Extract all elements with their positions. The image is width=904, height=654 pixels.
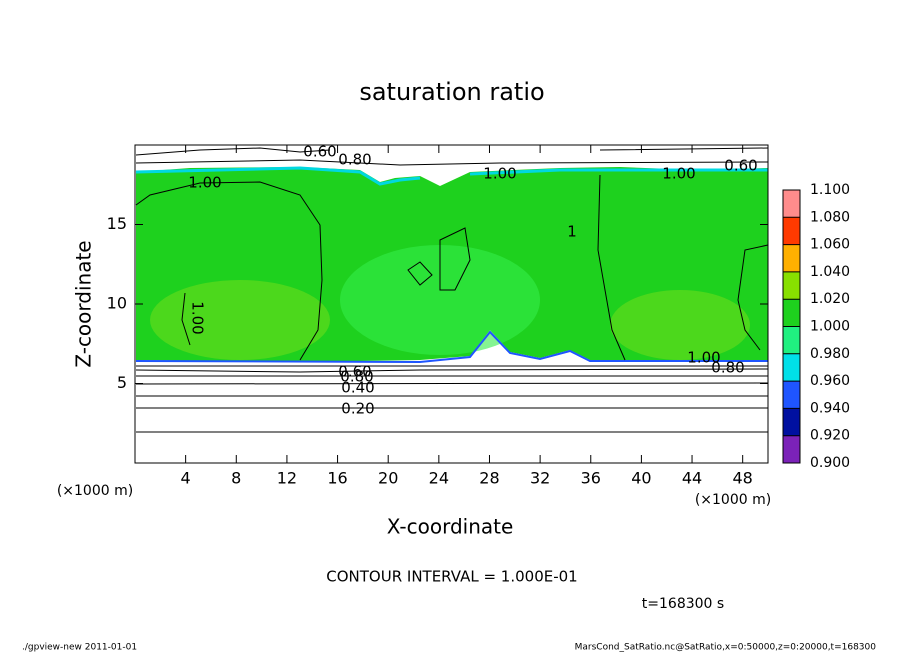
contour-line (135, 174, 769, 361)
y-tick-label: 10 (107, 294, 127, 313)
y-unit: (×1000 m) (57, 483, 133, 499)
colorbar-band (783, 217, 800, 245)
contour-label: 0.80 (340, 368, 373, 386)
colorbar-band (783, 299, 800, 327)
time-label: t=168300 s (642, 596, 724, 612)
contour-label: 0.40 (341, 379, 374, 397)
contour-label: 1.00 (662, 165, 695, 183)
field-region (150, 280, 330, 360)
x-unit: (×1000 m) (695, 492, 771, 508)
contour-label: 1.00 (189, 301, 207, 334)
x-tick-label: 24 (429, 469, 449, 488)
colorbar-band (783, 244, 800, 272)
colorbar-label: 1.060 (810, 237, 850, 253)
field-region (610, 290, 750, 360)
x-tick-label: 44 (682, 469, 702, 488)
x-axis-label: X-coordinate (387, 515, 514, 539)
colorbar-band (783, 271, 800, 300)
field-region (340, 245, 540, 355)
y-tick-label: 5 (117, 373, 127, 392)
colorbar-label: 1.040 (810, 264, 850, 280)
y-tick-label: 15 (107, 214, 127, 233)
contour-label: 0.60 (303, 143, 336, 161)
colorbar-label: 0.920 (810, 428, 850, 444)
x-tick-label: 32 (530, 469, 550, 488)
colorbar-label: 1.100 (810, 182, 850, 198)
contour-label: 0.80 (338, 151, 371, 169)
x-tick-label: 40 (631, 469, 651, 488)
x-tick-label: 48 (733, 469, 753, 488)
colorbar-band (783, 326, 800, 354)
colorbar-band (783, 381, 800, 409)
contour-label: 1.00 (188, 174, 221, 192)
footer-right: MarsCond_SatRatio.nc@SatRatio,x=0:50000,… (575, 643, 877, 653)
colorbar-band (783, 408, 800, 436)
colorbar-label: 0.900 (810, 455, 850, 471)
field-edge (135, 330, 768, 364)
field (135, 147, 769, 433)
x-tick-label: 36 (581, 469, 601, 488)
chart-title: saturation ratio (359, 78, 544, 106)
colorbar-band (783, 435, 800, 463)
contour-interval: CONTOUR INTERVAL = 1.000E-01 (326, 568, 577, 586)
x-tick-label: 12 (277, 469, 297, 488)
field-edge (135, 166, 768, 186)
colorbar-label: 0.940 (810, 400, 850, 416)
colorbar-label: 1.020 (810, 291, 850, 307)
contour-label: 0.20 (341, 400, 374, 418)
colorbar-band (783, 190, 800, 218)
x-tick-label: 20 (378, 469, 398, 488)
contour-label: 0.60 (724, 157, 757, 175)
contour-label: 1 (567, 223, 577, 241)
x-tick-label: 16 (327, 469, 347, 488)
y-axis-label: Z-coordinate (72, 240, 96, 367)
contour-label: 1.00 (483, 165, 516, 183)
colorbar-label: 0.960 (810, 373, 850, 389)
x-tick-label: 4 (181, 469, 191, 488)
contour-label: 1.00 (687, 349, 720, 367)
contour-line (135, 147, 769, 433)
colorbar-label: 0.980 (810, 346, 850, 362)
contour-label: 0.60 (338, 363, 371, 381)
x-tick-label: 8 (231, 469, 241, 488)
colorbar-band (783, 353, 800, 382)
footer-left: ./gpview-new 2011-01-01 (22, 643, 137, 653)
colorbar-label: 1.000 (810, 319, 850, 335)
colorbar-label: 1.080 (810, 209, 850, 225)
contour-label: 0.80 (711, 359, 744, 377)
x-tick-label: 28 (479, 469, 499, 488)
